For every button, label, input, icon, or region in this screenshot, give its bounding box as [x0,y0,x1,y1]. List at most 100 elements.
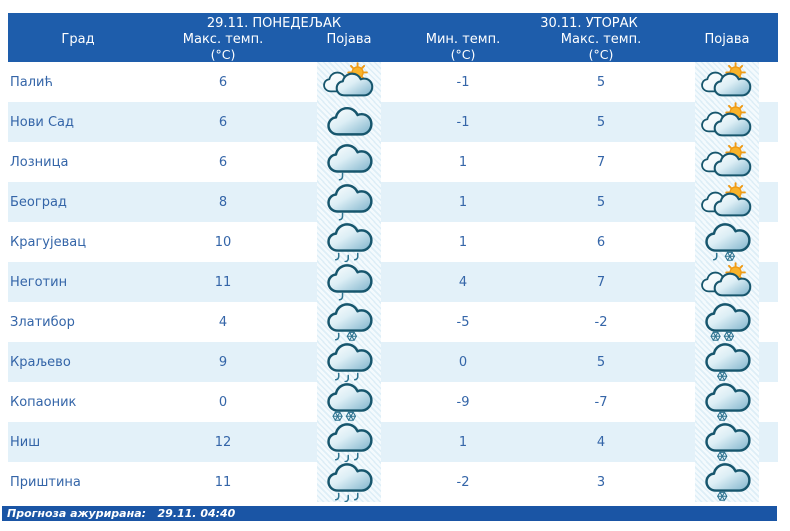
day1-max-temp: 8 [218,194,228,210]
day1-phenomenon-cell [298,62,400,102]
day1-phenomenon-cell [298,222,400,262]
day2-max-temp: 5 [596,114,606,130]
day1-weather-icon [317,102,381,142]
day2-min-temp: -1 [456,74,470,90]
table-row: Златибор 4 -5 -2 [8,302,778,342]
city-name: Приштина [10,474,81,490]
column-header-day1-max-unit: (°C) [210,47,236,62]
forecast-table: 29.11. ПОНЕДЕЉАК 30.11. УТОРАК Град Макс… [8,13,778,502]
day2-max-temp: 7 [596,274,606,290]
day1-phenomenon-cell [298,382,400,422]
day2-phenomenon-cell [676,142,778,182]
day2-max-temp: 6 [596,234,606,250]
day1-phenomenon-cell [298,342,400,382]
city-name: Лозница [10,154,69,170]
day2-weather-icon [695,462,759,502]
table-row: Ниш 12 1 4 [8,422,778,462]
column-header-day1-max-label: Макс. темп. [182,32,264,47]
day2-min-temp: 0 [458,354,468,370]
day1-phenomenon-cell [298,422,400,462]
day2-weather-icon [695,422,759,462]
day1-title: 29.11. ПОНЕДЕЉАК [206,16,342,31]
day1-phenomenon-cell [298,182,400,222]
column-header-row: Град Макс. темп. (°C) Појава Мин. темп. … [8,32,778,62]
day1-weather-icon [317,422,381,462]
day2-min-temp: 1 [458,434,468,450]
forecast-body: Палић 6 -1 5 Нови Сад 6 -1 5 [8,62,778,502]
day2-phenomenon-cell [676,462,778,502]
table-row: Нови Сад 6 -1 5 [8,102,778,142]
city-name: Златибор [10,314,75,330]
day1-max-temp: 9 [218,354,228,370]
day1-weather-icon [317,462,381,502]
day2-weather-icon [695,222,759,262]
day2-phenomenon-cell [676,302,778,342]
day2-max-temp: 7 [596,154,606,170]
table-row: Приштина 11 -2 3 [8,462,778,502]
column-header-day2-phenomenon: Појава [704,32,750,47]
day1-phenomenon-cell [298,462,400,502]
day1-max-temp: 10 [214,234,232,250]
day1-max-temp: 4 [218,314,228,330]
day2-weather-icon [695,102,759,142]
column-header-day2-min: Мин. темп. (°C) [400,32,526,62]
day1-max-temp: 0 [218,394,228,410]
day2-weather-icon [695,262,759,302]
column-header-day2-max-unit: (°C) [588,47,614,62]
day1-phenomenon-cell [298,102,400,142]
day2-min-temp: 1 [458,154,468,170]
forecast-updated-bar: Прогноза ажурирана: 29.11. 04:40 [2,506,777,521]
day2-phenomenon-cell [676,262,778,302]
day-title-spacer [8,16,148,31]
table-row: Палић 6 -1 5 [8,62,778,102]
table-row: Београд 8 1 5 [8,182,778,222]
table-row: Копаоник 0 -9 -7 [8,382,778,422]
day1-phenomenon-cell [298,262,400,302]
city-name: Ниш [10,434,41,450]
day2-min-temp: 1 [458,194,468,210]
day1-weather-icon [317,382,381,422]
day2-phenomenon-cell [676,102,778,142]
column-header-day1-max: Макс. темп. (°C) [148,32,298,62]
city-name: Палић [10,74,53,90]
column-header-day2-max-label: Макс. темп. [560,32,642,47]
table-header: 29.11. ПОНЕДЕЉАК 30.11. УТОРАК Град Макс… [8,13,778,62]
column-header-city: Град [61,32,95,47]
day2-phenomenon-cell [676,182,778,222]
table-row: Неготин 11 4 7 [8,262,778,302]
day1-weather-icon [317,222,381,262]
city-name: Крагујевац [10,234,87,250]
day2-phenomenon-cell [676,342,778,382]
table-row: Лозница 6 1 7 [8,142,778,182]
day2-min-temp: -9 [456,394,470,410]
day1-phenomenon-cell [298,142,400,182]
day1-weather-icon [317,62,381,102]
day1-max-temp: 6 [218,154,228,170]
day2-max-temp: 5 [596,194,606,210]
day2-max-temp: -7 [594,394,608,410]
day2-min-temp: -5 [456,314,470,330]
day1-max-temp: 12 [214,434,232,450]
day2-max-temp: 5 [596,74,606,90]
day2-phenomenon-cell [676,382,778,422]
day2-weather-icon [695,382,759,422]
day2-max-temp: 5 [596,354,606,370]
column-header-day2-max: Макс. темп. (°C) [526,32,676,62]
day2-title: 30.11. УТОРАК [540,16,638,31]
day2-phenomenon-cell [676,62,778,102]
day2-min-temp: -1 [456,114,470,130]
day2-max-temp: 4 [596,434,606,450]
day1-weather-icon [317,262,381,302]
day2-phenomenon-cell [676,422,778,462]
day1-max-temp: 6 [218,114,228,130]
day1-max-temp: 11 [214,474,232,490]
day1-max-temp: 6 [218,74,228,90]
day1-weather-icon [317,342,381,382]
day1-weather-icon [317,142,381,182]
city-name: Београд [10,194,67,210]
day2-weather-icon [695,62,759,102]
table-row: Краљево 9 0 5 [8,342,778,382]
column-header-day2-min-label: Мин. темп. [425,32,501,47]
day1-weather-icon [317,302,381,342]
